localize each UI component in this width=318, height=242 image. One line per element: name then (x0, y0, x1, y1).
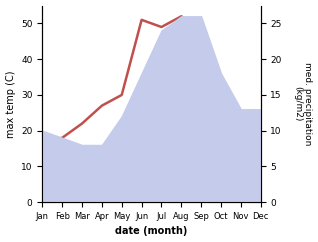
X-axis label: date (month): date (month) (115, 227, 188, 236)
Y-axis label: max temp (C): max temp (C) (5, 70, 16, 138)
Y-axis label: med. precipitation
(kg/m2): med. precipitation (kg/m2) (293, 62, 313, 145)
